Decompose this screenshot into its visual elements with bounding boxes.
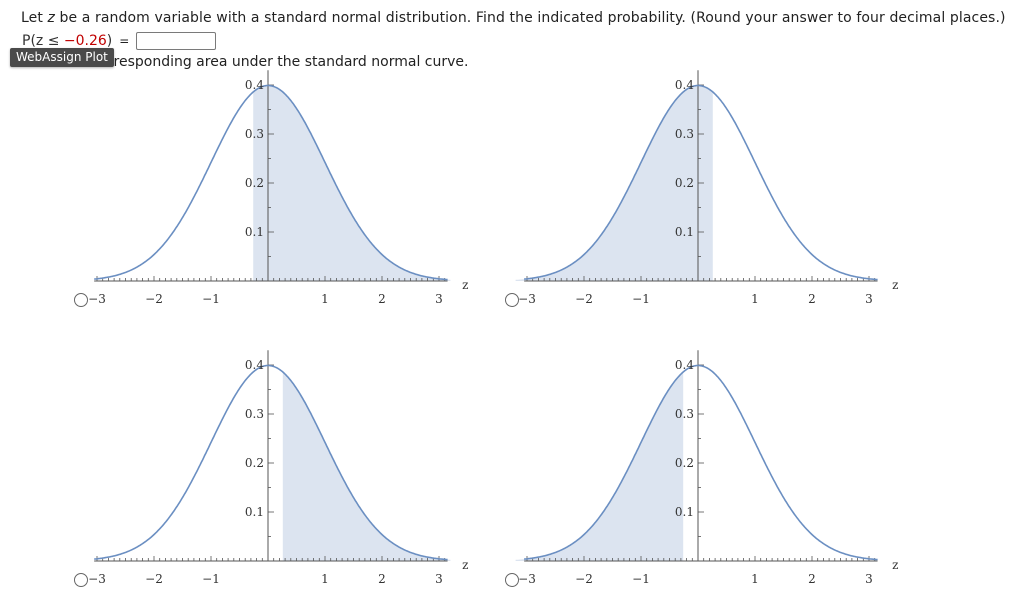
y-tick-label: 0.2 xyxy=(245,176,264,190)
radio-button[interactable] xyxy=(505,293,519,307)
y-tick-label: 0.4 xyxy=(245,358,264,372)
x-tick-label: 2 xyxy=(808,292,816,306)
shaded-area xyxy=(282,372,451,561)
x-axis-label: z xyxy=(892,278,898,292)
x-tick-label: 2 xyxy=(378,292,386,306)
probability-value: −0.26 xyxy=(63,33,107,49)
answer-row: P(z ≤ −0.26) = xyxy=(22,31,217,51)
radio-button[interactable] xyxy=(74,573,88,587)
y-tick-label: 0.1 xyxy=(245,225,264,239)
y-tick-label: 0.2 xyxy=(675,456,694,470)
probability-expression: P(z ≤ −0.26) xyxy=(22,33,113,49)
x-tick-label: 3 xyxy=(865,292,873,306)
shaded-area xyxy=(253,85,451,281)
x-tick-label: 3 xyxy=(435,572,443,586)
x-tick-label: −2 xyxy=(575,572,593,586)
x-tick-label: −3 xyxy=(518,292,536,306)
y-tick-label: 0.4 xyxy=(675,358,694,372)
x-axis-label: z xyxy=(462,278,468,292)
x-tick-label: −2 xyxy=(145,292,163,306)
shaded-area xyxy=(515,85,713,281)
y-tick-label: 0.3 xyxy=(245,407,264,421)
normal-curve xyxy=(524,364,878,561)
instruction-text: rresponding area under the standard norm… xyxy=(108,54,469,70)
answer-input[interactable] xyxy=(136,32,217,50)
equals-sign: = xyxy=(119,34,130,48)
x-tick-label: 1 xyxy=(751,572,759,586)
x-tick-label: −1 xyxy=(632,292,650,306)
y-tick-label: 0.1 xyxy=(245,505,264,519)
webassign-plot-tooltip: WebAssign Plot xyxy=(10,48,114,67)
x-tick-label: 1 xyxy=(321,292,329,306)
y-tick-label: 0.4 xyxy=(675,78,694,92)
x-tick-label: 2 xyxy=(378,572,386,586)
question-text: Let z be a random variable with a standa… xyxy=(21,10,1006,26)
x-tick-label: −2 xyxy=(575,292,593,306)
graph-option-3[interactable]: 0.1 0.2 0.3 0.4 −3 −2 −1 1 2 3 z xyxy=(74,350,469,587)
y-tick-label: 0.3 xyxy=(245,127,264,141)
variable-z: z xyxy=(47,10,55,26)
radio-button[interactable] xyxy=(74,293,88,307)
x-tick-label: −2 xyxy=(145,572,163,586)
x-tick-label: −3 xyxy=(88,292,106,306)
graph-option-4[interactable]: 0.1 0.2 0.3 0.4 −3 −2 −1 1 2 3 z xyxy=(505,350,899,587)
y-tick-label: 0.4 xyxy=(245,78,264,92)
normal-curve xyxy=(524,84,878,281)
graph-option-1[interactable]: 0.1 0.2 0.3 0.4 −3 −2 −1 1 2 3 z xyxy=(74,70,469,307)
x-tick-label: 1 xyxy=(751,292,759,306)
x-tick-label: 1 xyxy=(321,572,329,586)
radio-button[interactable] xyxy=(505,573,519,587)
x-tick-label: −1 xyxy=(202,572,220,586)
x-tick-label: 3 xyxy=(865,572,873,586)
shaded-area xyxy=(515,372,684,561)
normal-curve xyxy=(94,364,448,561)
y-tick-label: 0.3 xyxy=(675,407,694,421)
x-tick-label: −3 xyxy=(88,572,106,586)
normal-curve xyxy=(94,84,448,281)
y-tick-label: 0.1 xyxy=(675,505,694,519)
x-axis-label: z xyxy=(462,558,468,572)
y-tick-label: 0.3 xyxy=(675,127,694,141)
y-tick-label: 0.2 xyxy=(245,456,264,470)
x-axis-label: z xyxy=(892,558,898,572)
y-tick-label: 0.2 xyxy=(675,176,694,190)
x-tick-label: −1 xyxy=(632,572,650,586)
y-tick-label: 0.1 xyxy=(675,225,694,239)
graph-option-2[interactable]: 0.1 0.2 0.3 0.4 −3 −2 −1 1 2 3 z xyxy=(505,70,899,307)
x-tick-label: 2 xyxy=(808,572,816,586)
x-tick-label: −1 xyxy=(202,292,220,306)
x-tick-label: −3 xyxy=(518,572,536,586)
x-tick-label: 3 xyxy=(435,292,443,306)
